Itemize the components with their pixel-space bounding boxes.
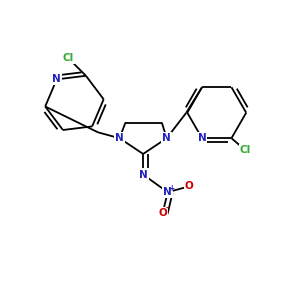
- Text: +: +: [169, 184, 175, 193]
- Text: Cl: Cl: [240, 145, 251, 155]
- Text: O: O: [185, 181, 194, 191]
- Text: N: N: [163, 187, 172, 197]
- Text: N: N: [162, 133, 171, 143]
- Text: N: N: [115, 133, 124, 143]
- Text: O: O: [158, 208, 167, 218]
- Text: Cl: Cl: [63, 53, 74, 63]
- Text: N: N: [198, 133, 206, 143]
- Text: -: -: [165, 204, 168, 213]
- Text: N: N: [52, 74, 61, 84]
- Text: N: N: [139, 169, 148, 179]
